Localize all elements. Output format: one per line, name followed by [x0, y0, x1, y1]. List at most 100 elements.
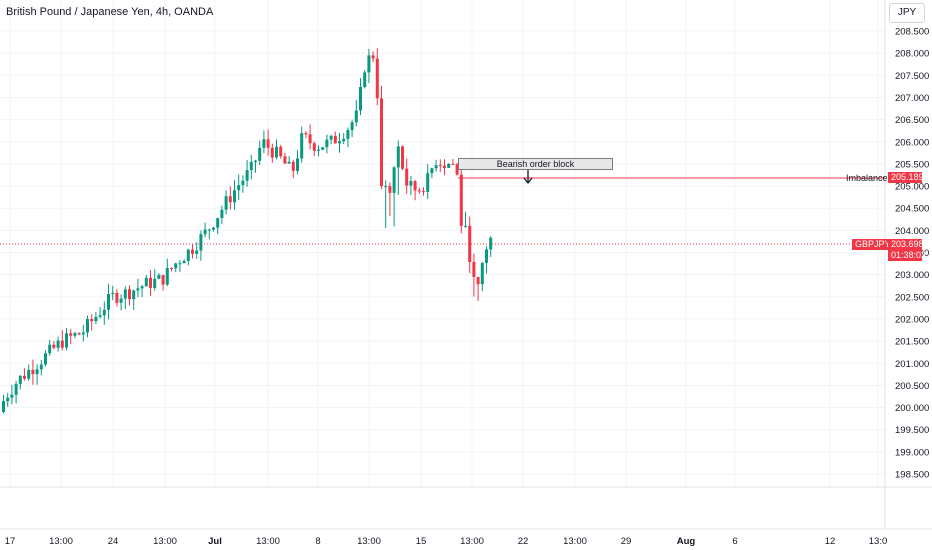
down-arrow-icon[interactable]	[523, 170, 533, 185]
candle-body	[233, 190, 236, 203]
candle-body	[161, 274, 165, 285]
candle-body	[480, 262, 484, 285]
candle-body	[199, 234, 203, 251]
candle-body	[224, 196, 228, 210]
candle-body	[186, 249, 190, 261]
candle-body	[485, 249, 488, 263]
time-tick-label: 12	[825, 536, 836, 547]
pane-separators	[0, 0, 932, 530]
candle-body	[321, 147, 325, 150]
candle-body	[149, 277, 152, 288]
price-axis[interactable]: 208.500 208.000 207.500 207.000 206.500 206.0…	[895, 27, 929, 481]
candle-body	[468, 225, 472, 262]
candle-body	[2, 401, 5, 412]
candle-body	[405, 168, 409, 186]
candle-body	[464, 225, 467, 227]
candle-body	[18, 375, 22, 384]
candle-body	[216, 218, 220, 228]
candle-body	[346, 130, 350, 139]
order-block-box[interactable]: Bearish order block	[458, 158, 613, 170]
price-tick-label: 207.500	[895, 71, 929, 82]
candle-body	[81, 332, 85, 335]
candle-body	[132, 290, 136, 300]
time-tick-label: 17	[5, 536, 16, 547]
price-tick-label: 208.500	[895, 27, 929, 38]
candle-body	[300, 133, 304, 159]
price-tick-label: 200.000	[895, 403, 929, 414]
candle-body	[342, 138, 346, 142]
candle-body	[451, 164, 455, 166]
candle-body	[48, 344, 52, 354]
candle-body	[44, 353, 47, 365]
candle-body	[128, 289, 131, 300]
candle-body	[178, 263, 182, 265]
chart-title: British Pound / Japanese Yen, 4h, OANDA	[6, 6, 214, 18]
candle-body	[153, 278, 157, 288]
candle-body	[10, 394, 14, 398]
candle-body	[350, 122, 354, 131]
candle-body	[115, 292, 119, 303]
candle-body	[212, 227, 215, 230]
candle-body	[60, 340, 64, 348]
candle-body	[65, 333, 68, 348]
candle-body	[220, 209, 224, 219]
time-tick-label: Aug	[677, 536, 696, 547]
candle-body	[123, 289, 127, 299]
candle-body	[270, 147, 274, 158]
candle-body	[119, 298, 123, 303]
candle-body	[396, 146, 400, 168]
candle-body	[69, 333, 73, 336]
candle-body	[165, 268, 169, 285]
price-tick-label: 203.000	[895, 270, 929, 281]
candle-body	[371, 55, 375, 59]
candle-body	[98, 315, 102, 317]
candle-body	[375, 58, 379, 99]
candle-body	[249, 161, 253, 171]
candle-body	[472, 261, 476, 277]
time-tick-label: 13:0	[869, 536, 888, 547]
candle-body	[254, 160, 257, 162]
candle-body	[107, 294, 110, 310]
candle-body	[476, 276, 480, 285]
candle-body	[308, 134, 312, 144]
candle-body	[338, 141, 341, 144]
currency-button[interactable]: JPY	[889, 3, 925, 23]
price-tick-label: 206.500	[895, 115, 929, 126]
price-tick-label: 199.500	[895, 425, 929, 436]
candle-body	[447, 164, 451, 168]
time-tick-label: 13:00	[460, 536, 484, 547]
candle-body	[296, 158, 299, 171]
candle-body	[102, 309, 106, 316]
candle-body	[417, 190, 421, 192]
candle-body	[359, 86, 362, 111]
candle-body	[195, 250, 199, 254]
candle-body	[459, 174, 463, 226]
candle-body	[191, 249, 194, 254]
time-tick-label: 13:00	[357, 536, 381, 547]
candle-body	[27, 369, 31, 379]
countdown-tag: 01:38:02	[888, 250, 926, 261]
time-tick-label: Jul	[208, 536, 222, 547]
candle-body	[144, 277, 148, 287]
symbol-tag: GBPJPY	[852, 239, 894, 250]
candle-body	[426, 173, 430, 192]
candle-body	[52, 344, 56, 348]
candle-body	[434, 165, 438, 169]
candle-body	[380, 98, 383, 187]
candle-body	[14, 383, 18, 395]
time-axis[interactable]: 17 13:00 24 13:00 Jul 13:00 8 13:00 15 13:00 22 13:…	[5, 536, 888, 547]
candle-body	[438, 165, 442, 167]
candle-body	[241, 180, 245, 186]
candle-body	[325, 139, 329, 148]
time-tick-label: 22	[518, 536, 529, 547]
candle-body	[430, 168, 434, 174]
time-tick-label: 6	[732, 536, 737, 547]
price-tick-label: 202.000	[895, 314, 929, 325]
time-tick-label: 13:00	[49, 536, 73, 547]
candle-body	[422, 191, 425, 193]
candle-body	[329, 135, 333, 140]
candle-body	[94, 316, 98, 322]
candle-body	[136, 288, 140, 291]
candle-body	[354, 110, 358, 123]
